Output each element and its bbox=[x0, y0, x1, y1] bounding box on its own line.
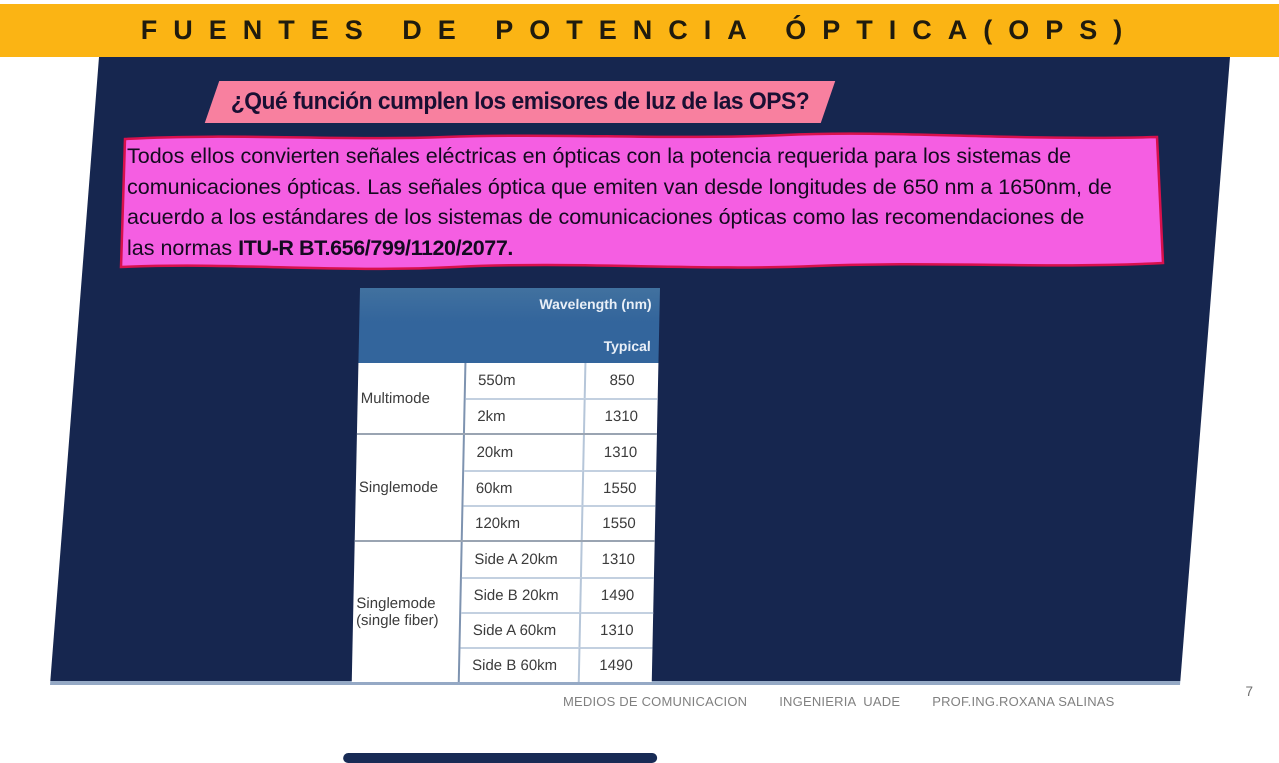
table-group-label: Multimode bbox=[356, 363, 467, 433]
table-cell-distance: Side B 60km bbox=[459, 647, 581, 682]
table-cell-distance: 60km bbox=[463, 470, 585, 505]
slide-title-bar: FUENTES DE POTENCIA ÓPTICA(OPS) bbox=[0, 4, 1279, 57]
table-cell-distance: 550m bbox=[465, 363, 587, 398]
table-header-title: Wavelength (nm) bbox=[539, 296, 652, 312]
slide-title: FUENTES DE POTENCIA ÓPTICA(OPS) bbox=[140, 15, 1139, 45]
info-paragraph-norms: ITU-R BT.656/799/1120/2077. bbox=[238, 235, 513, 260]
table-group-label: Singlemode bbox=[354, 435, 465, 540]
info-box: Todos ellos convierten señales eléctrica… bbox=[115, 130, 1167, 272]
table-cell-distance: Side A 60km bbox=[460, 612, 582, 647]
table-group-label: Singlemode (single fiber) bbox=[351, 542, 463, 682]
table-body: Multimode 550m 850 2km 1310 Singlemode 2… bbox=[351, 363, 659, 682]
table-cell-typical: 1310 bbox=[601, 551, 636, 568]
table-cell-typical: 1310 bbox=[580, 612, 654, 647]
wavelength-table: Wavelength (nm) Typical Multimode 550m 8… bbox=[343, 288, 660, 763]
table-cell-distance: 2km bbox=[464, 398, 586, 433]
table-bottom-frame bbox=[343, 753, 658, 763]
footer-professor: PROF.ING.ROXANA SALINAS bbox=[932, 694, 1115, 709]
table-cell-typical: 1550 bbox=[582, 505, 656, 540]
table-header: Wavelength (nm) Typical bbox=[358, 288, 660, 363]
table-cell-distance: Side A 20km bbox=[461, 542, 583, 577]
table-group-singlemode-single-fiber: Singlemode (single fiber) Side A 20km 13… bbox=[351, 540, 655, 682]
table-group-multimode: Multimode 550m 850 2km 1310 bbox=[356, 363, 658, 433]
info-paragraph: Todos ellos convierten señales eléctrica… bbox=[115, 130, 1140, 263]
info-box-outline bbox=[119, 132, 1165, 271]
question-banner: ¿Qué función cumplen los emisores de luz… bbox=[212, 81, 828, 123]
table-cell-distance: 20km bbox=[464, 435, 585, 470]
table-cell-typical: 850 bbox=[609, 372, 635, 389]
table-cell-typical: 1310 bbox=[603, 444, 638, 461]
page-number: 7 bbox=[1245, 684, 1253, 699]
footer-institution: INGENIERIA UADE bbox=[779, 694, 901, 709]
table-cell-typical: 1310 bbox=[584, 398, 658, 433]
footer-course: MEDIOS DE COMUNICACION bbox=[563, 694, 748, 709]
table-group-singlemode: Singlemode 20km 1310 60km 1550 120km 155… bbox=[354, 433, 657, 540]
table-cell-distance: Side B 20km bbox=[461, 577, 582, 612]
table-header-subtitle: Typical bbox=[603, 338, 651, 354]
footer: MEDIOS DE COMUNICACION INGENIERIA UADE P… bbox=[563, 694, 1115, 709]
table-cell-typical: 1550 bbox=[583, 470, 657, 505]
table-cell-typical: 1490 bbox=[579, 647, 653, 682]
question-text: ¿Qué función cumplen los emisores de luz… bbox=[230, 88, 810, 115]
info-paragraph-main: Todos ellos convierten señales eléctrica… bbox=[127, 144, 1112, 260]
table-cell-distance: 120km bbox=[462, 505, 584, 540]
table-cell-typical: 1490 bbox=[581, 577, 654, 612]
